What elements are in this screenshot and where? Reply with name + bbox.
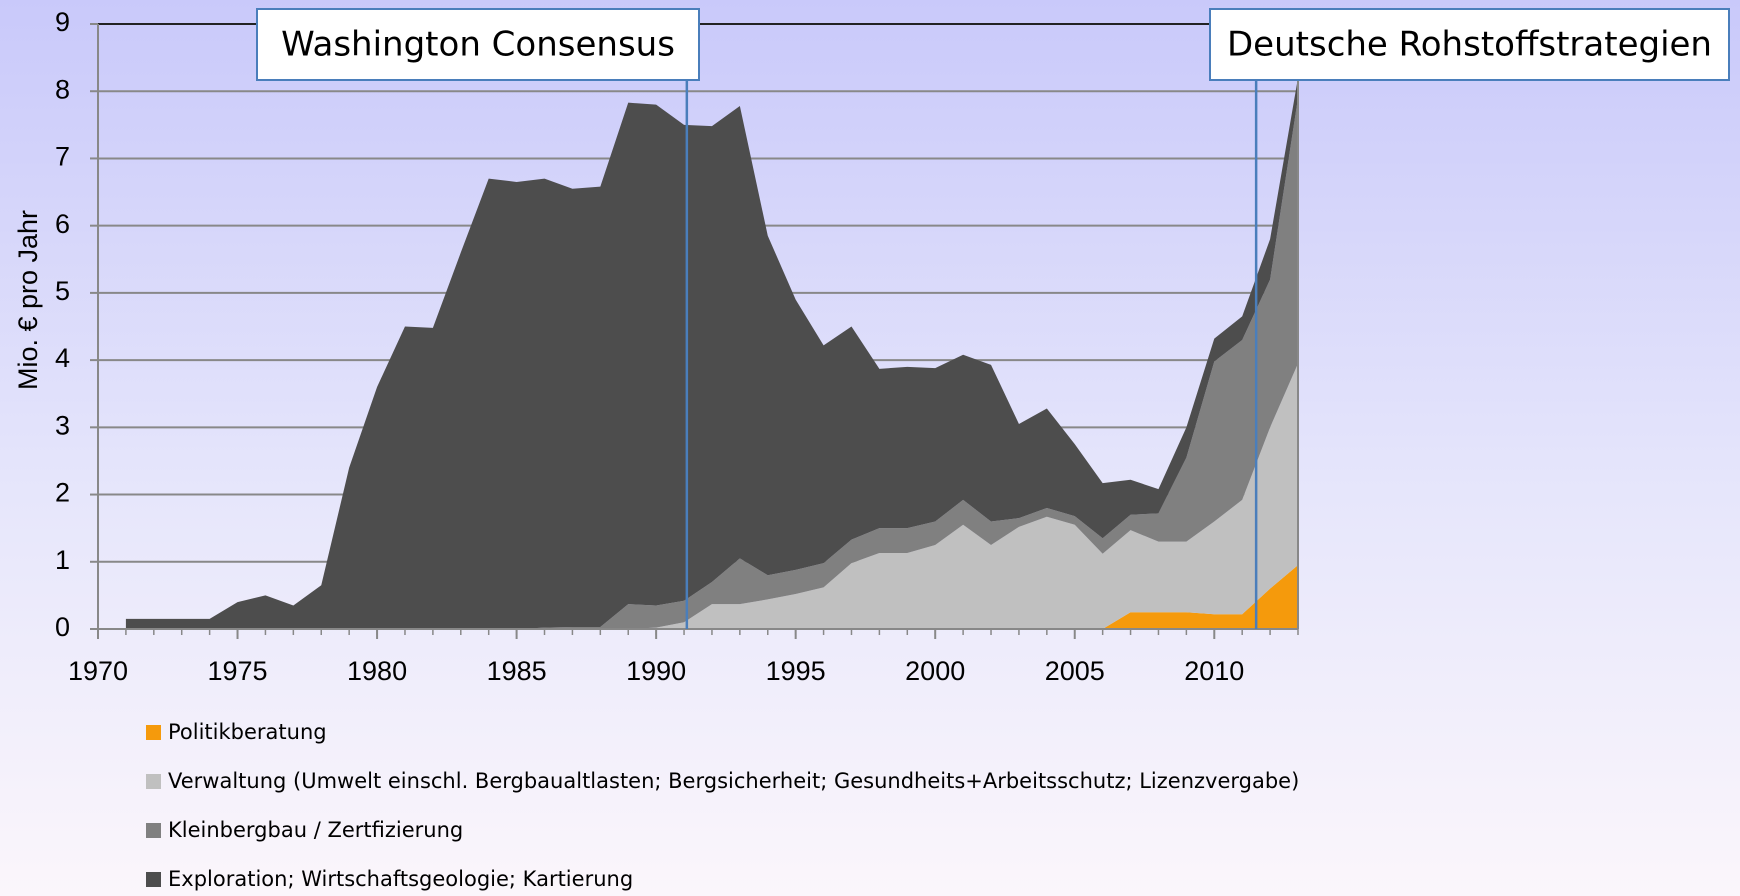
annotation-text: Deutsche Rohstoffstrategien [1227,25,1712,65]
legend-label: Politikberatung [168,720,327,744]
y-tick-label: 6 [55,209,70,239]
x-tick-label: 2005 [1045,656,1105,686]
x-tick-label: 1985 [487,656,547,686]
x-tick-label: 1975 [207,656,267,686]
legend-swatch [146,823,161,838]
y-tick-label: 1 [55,545,70,575]
annotation-box [256,8,700,81]
x-tick-label: 1980 [347,656,407,686]
legend-label: Kleinbergbau / Zertfizierung [168,818,463,842]
y-tick-label: 0 [55,612,70,642]
y-tick-label: 8 [55,74,70,104]
annotation-text: Washington Consensus [281,25,675,65]
area [125,77,1298,630]
legend-label: Exploration; Wirtschaftsgeologie; Kartie… [168,867,633,891]
y-axis-label: Mio. € pro Jahr [13,210,43,390]
x-tick-label: 2000 [905,656,965,686]
y-tick-label: 9 [55,7,70,37]
legend-swatch [146,725,161,740]
y-tick-label: 7 [55,142,70,172]
annotation-box [1209,8,1730,81]
y-tick-label: 2 [55,478,70,508]
legend-swatch [146,872,161,887]
area [125,363,1298,629]
area [125,565,1298,629]
x-tick-label: 2010 [1184,656,1244,686]
x-tick-label: 1990 [626,656,686,686]
legend-label: Verwaltung (Umwelt einschl. Bergbaualtla… [168,769,1299,793]
x-tick-label: 1970 [68,656,128,686]
y-tick-label: 3 [55,410,70,440]
legend-swatch [146,774,161,789]
y-tick-label: 5 [55,276,70,306]
x-tick-label: 1995 [766,656,826,686]
y-tick-label: 4 [55,343,70,373]
